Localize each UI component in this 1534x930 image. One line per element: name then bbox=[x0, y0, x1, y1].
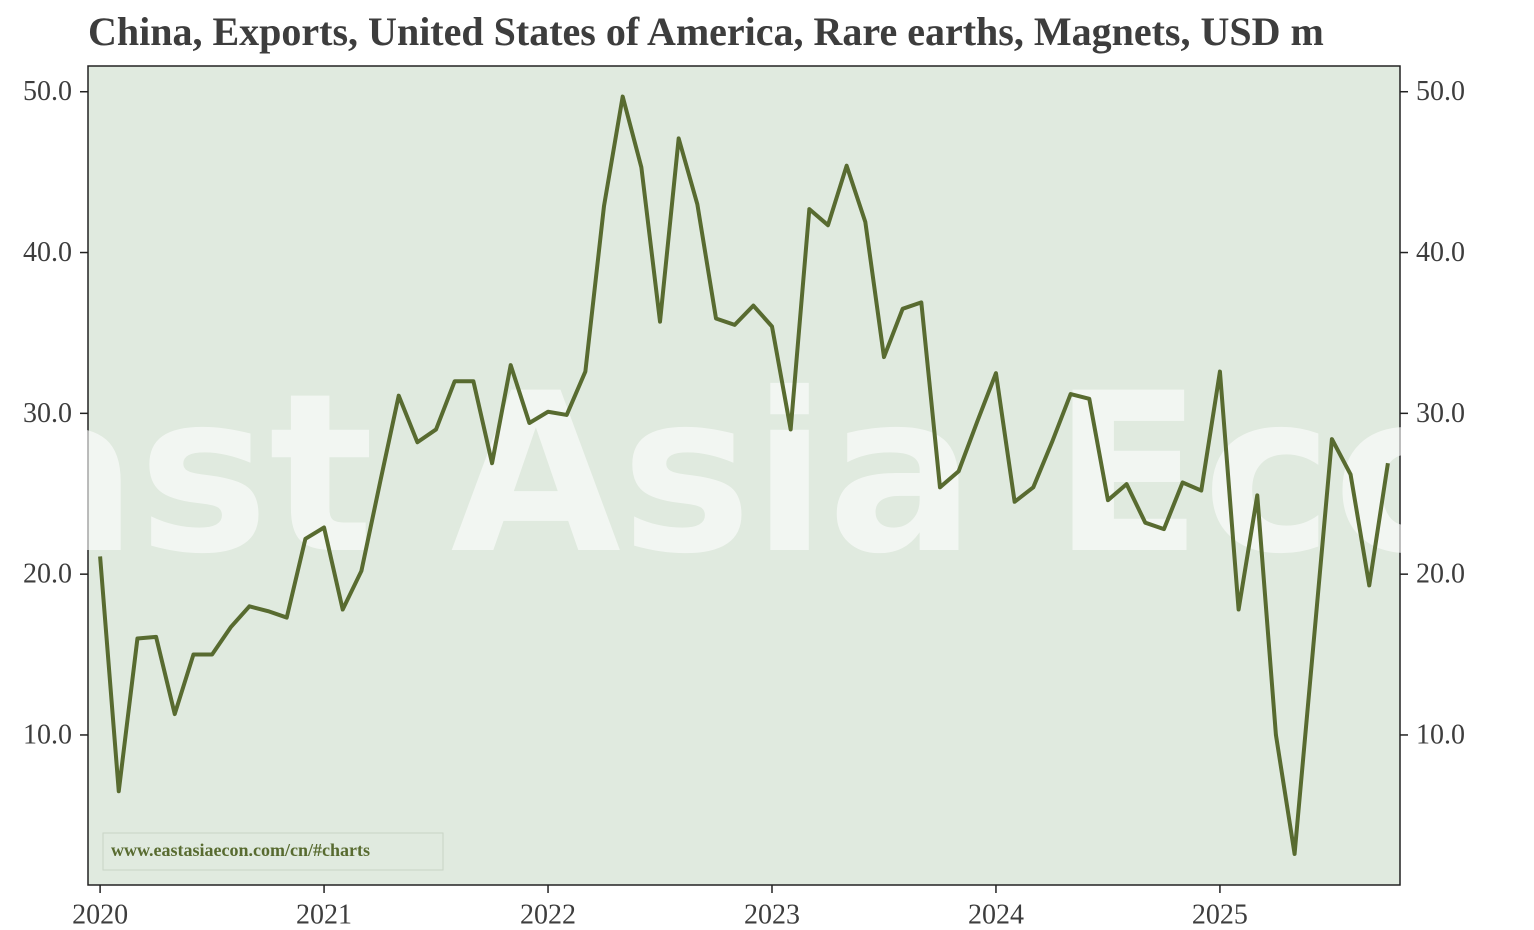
watermark: East Asia Econ bbox=[0, 346, 1534, 602]
x-tick-label: 2023 bbox=[744, 899, 800, 930]
data-line bbox=[98, 94, 1390, 856]
y2-tick-label: 50.0 bbox=[1416, 76, 1465, 107]
y2-tick-label: 20.0 bbox=[1416, 559, 1465, 590]
chart-title: China, Exports, United States of America… bbox=[88, 9, 1324, 54]
x-tick-label: 2022 bbox=[520, 899, 576, 930]
x-tick-label: 2024 bbox=[968, 899, 1024, 930]
y-tick-label: 40.0 bbox=[23, 237, 72, 268]
y-tick-label: 10.0 bbox=[23, 719, 72, 750]
x-tick-label: 2020 bbox=[72, 899, 128, 930]
x-tick-label: 2021 bbox=[296, 899, 352, 930]
y-tick-label: 30.0 bbox=[23, 398, 72, 429]
source: www.eastasiaecon.com/cn/#charts bbox=[111, 840, 370, 860]
x-tick-label: 2025 bbox=[1192, 899, 1248, 930]
source-box bbox=[102, 832, 444, 871]
y2-tick-label: 40.0 bbox=[1416, 237, 1465, 268]
y2-tick-label: 30.0 bbox=[1416, 398, 1465, 429]
y-tick-label: 20.0 bbox=[23, 559, 72, 590]
y-tick-label: 50.0 bbox=[23, 76, 72, 107]
y2-tick-label: 10.0 bbox=[1416, 719, 1465, 750]
plot-area bbox=[87, 65, 1401, 886]
